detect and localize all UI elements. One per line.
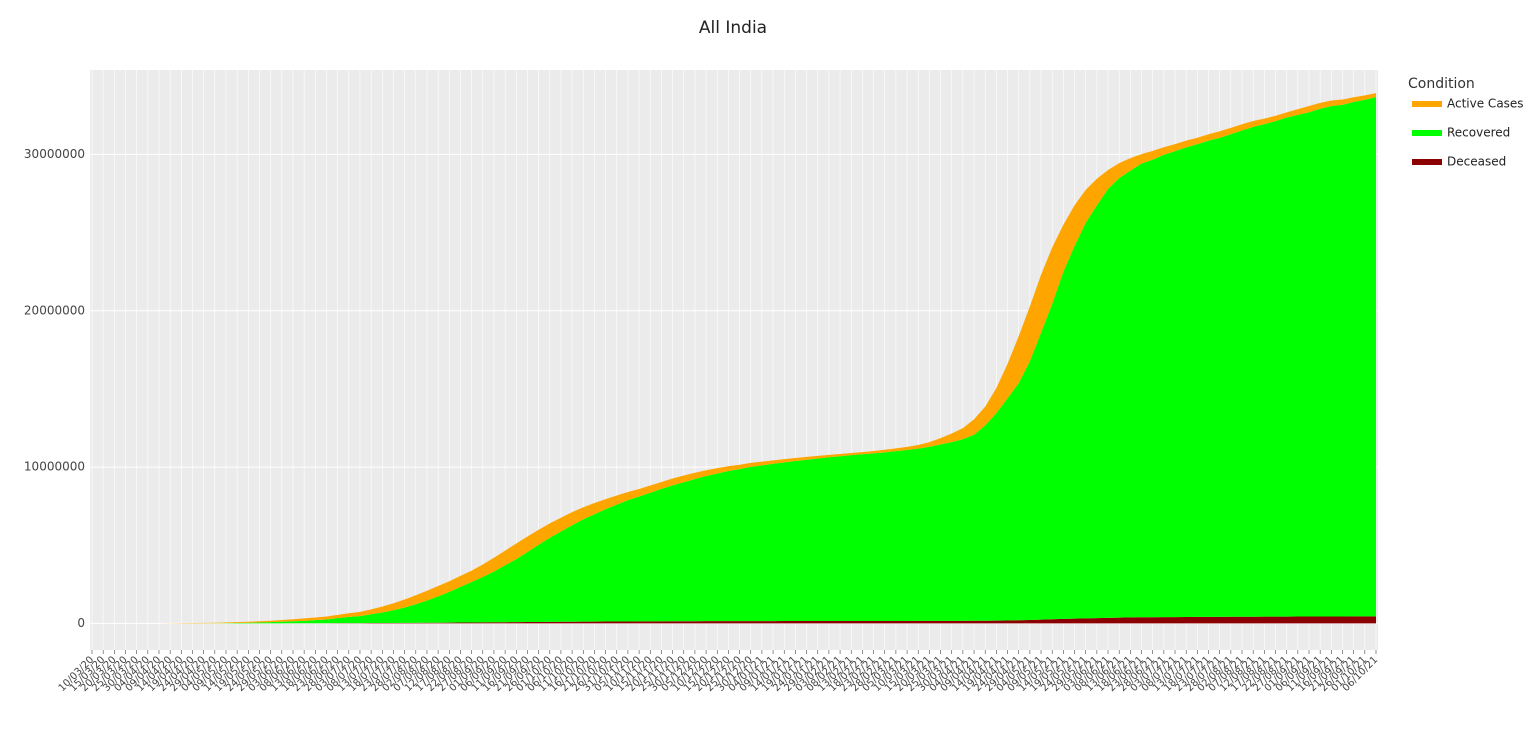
y-tick-label: 20000000 — [24, 303, 85, 317]
chart-title: All India — [699, 18, 767, 38]
legend-label: Active Cases — [1447, 97, 1524, 111]
legend-title: Condition — [1408, 76, 1475, 92]
area — [92, 97, 1376, 624]
y-tick-label: 0 — [77, 616, 85, 630]
area — [92, 616, 1376, 624]
legend-label: Recovered — [1447, 126, 1510, 140]
y-tick-label: 10000000 — [24, 460, 85, 474]
y-tick-label: 30000000 — [24, 147, 85, 161]
legend-label: Deceased — [1447, 155, 1506, 169]
